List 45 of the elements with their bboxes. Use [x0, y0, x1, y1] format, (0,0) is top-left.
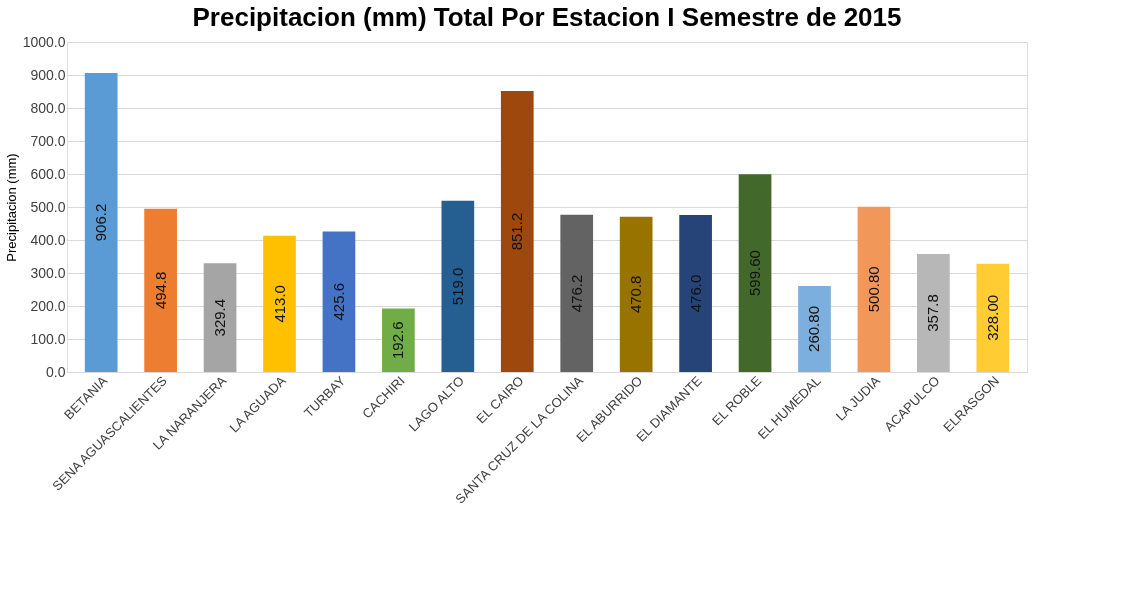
data-label: 192.6 [389, 321, 407, 359]
data-label: 476.0 [686, 274, 704, 313]
data-label: 413.0 [270, 285, 288, 323]
bar [441, 200, 475, 372]
data-label: 425.6 [329, 283, 347, 321]
bar [738, 174, 772, 372]
y-tick-label: 300.0 [30, 264, 66, 281]
bar [857, 206, 891, 372]
y-tick-label: 700.0 [30, 132, 66, 149]
y-tick-label: 100.0 [30, 330, 66, 347]
bar [560, 214, 594, 372]
data-label: 260.80 [805, 306, 823, 352]
bar [619, 216, 653, 372]
bar [144, 208, 177, 372]
bar [679, 214, 712, 372]
y-axis-title: Precipitacion (mm) [3, 153, 19, 262]
bar [382, 308, 415, 372]
data-label: 328.00 [983, 294, 1001, 341]
bar [976, 263, 1010, 372]
bar [798, 285, 831, 372]
y-tick-label: 400.0 [30, 231, 66, 248]
y-tick-label: 900.0 [30, 66, 66, 83]
y-tick-label: 0.0 [46, 363, 66, 380]
data-label: 494.8 [151, 271, 169, 310]
bar [322, 231, 356, 372]
chart-title: Precipitacion (mm) Total Por Estacion I Semestre de 2015 [192, 2, 902, 32]
bar [917, 253, 950, 372]
y-tick-label: 600.0 [30, 165, 66, 182]
data-label: 357.8 [924, 294, 942, 332]
data-label: 476.2 [567, 274, 585, 313]
y-tick-label: 500.0 [30, 198, 66, 215]
y-tick-label: 200.0 [30, 297, 66, 314]
bar [500, 91, 534, 372]
data-label: 906.2 [92, 203, 110, 242]
y-tick-label: 1000.0 [22, 33, 66, 50]
bar [263, 235, 296, 372]
bar [84, 72, 118, 372]
data-label: 329.4 [211, 298, 229, 337]
data-label: 470.8 [627, 275, 645, 314]
data-label: 851.2 [508, 212, 526, 251]
bar [203, 263, 237, 372]
y-tick-label: 800.0 [30, 99, 66, 116]
data-label: 500.80 [864, 266, 882, 313]
data-label: 519.0 [448, 267, 466, 306]
data-label: 599.60 [746, 250, 764, 297]
